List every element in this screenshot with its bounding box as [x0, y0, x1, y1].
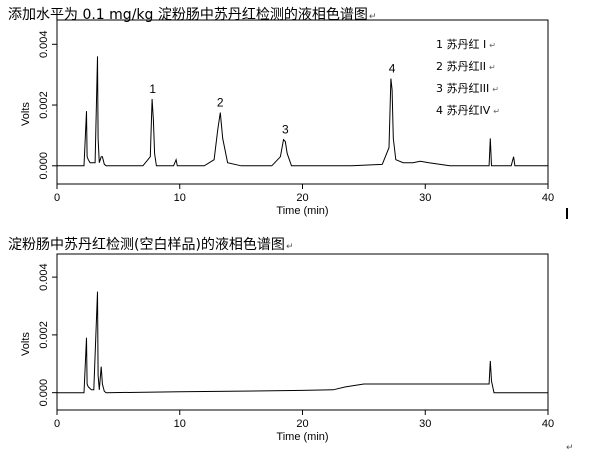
legend-entry: 1 苏丹红 I ↵	[436, 38, 496, 51]
return-mark: ↵	[489, 63, 496, 72]
text-cursor	[566, 208, 568, 219]
return-mark: ↵	[285, 242, 294, 252]
x-axis-label: Time (min)	[276, 205, 328, 217]
peak-label: 2	[217, 96, 224, 110]
x-tick-label: 30	[419, 192, 431, 204]
x-tick-label: 0	[54, 418, 60, 430]
chart-2-title: 淀粉肠中苏丹红检测(空白样品)的液相色谱图↵	[8, 237, 294, 253]
x-tick-label: 10	[174, 418, 186, 430]
x-axis-label: Time (min)	[276, 431, 328, 443]
peak-label: 3	[282, 123, 289, 137]
series-line	[57, 291, 548, 394]
series-line	[57, 56, 548, 167]
peak-label: 4	[389, 62, 396, 76]
return-mark: ↵	[493, 107, 500, 116]
x-tick-label: 20	[296, 192, 308, 204]
x-tick-label: 30	[419, 418, 431, 430]
x-tick-label: 40	[542, 418, 554, 430]
legend-entry: 2 苏丹红II ↵	[436, 60, 496, 73]
chart-1: 0 10 20 30 40 0.000 0.002 0.004 Time (min) Volts 1…	[20, 19, 554, 217]
y-tick-label: 0.002	[38, 91, 50, 119]
y-tick-label: 0.004	[38, 31, 50, 59]
chart-2: 0 10 20 30 40 0.000 0.002 0.004 Time (min) Volts	[20, 253, 554, 443]
x-tick-label: 0	[54, 192, 60, 204]
return-mark: ↵	[489, 41, 496, 50]
y-tick-label: 0.000	[38, 379, 50, 407]
legend-entry: 4 苏丹红IV ↵	[436, 104, 500, 117]
chart-1-title: 添加水平为 0.1 mg/kg 淀粉肠中苏丹红检测的液相色谱图↵	[8, 7, 377, 23]
peak-label: 1	[149, 82, 156, 96]
return-mark: ↵	[566, 443, 574, 453]
y-axis-label: Volts	[20, 332, 32, 356]
y-axis-label: Volts	[20, 102, 32, 126]
y-tick-label: 0.000	[38, 152, 50, 180]
plot-frame	[56, 253, 549, 411]
x-tick-label: 20	[296, 418, 308, 430]
return-mark: ↵	[368, 12, 377, 22]
y-tick-label: 0.002	[38, 321, 50, 349]
x-tick-label: 10	[174, 192, 186, 204]
legend-entry: 3 苏丹红III ↵	[436, 82, 499, 95]
x-tick-label: 40	[542, 192, 554, 204]
y-tick-label: 0.004	[38, 263, 50, 291]
return-mark: ↵	[492, 85, 499, 94]
